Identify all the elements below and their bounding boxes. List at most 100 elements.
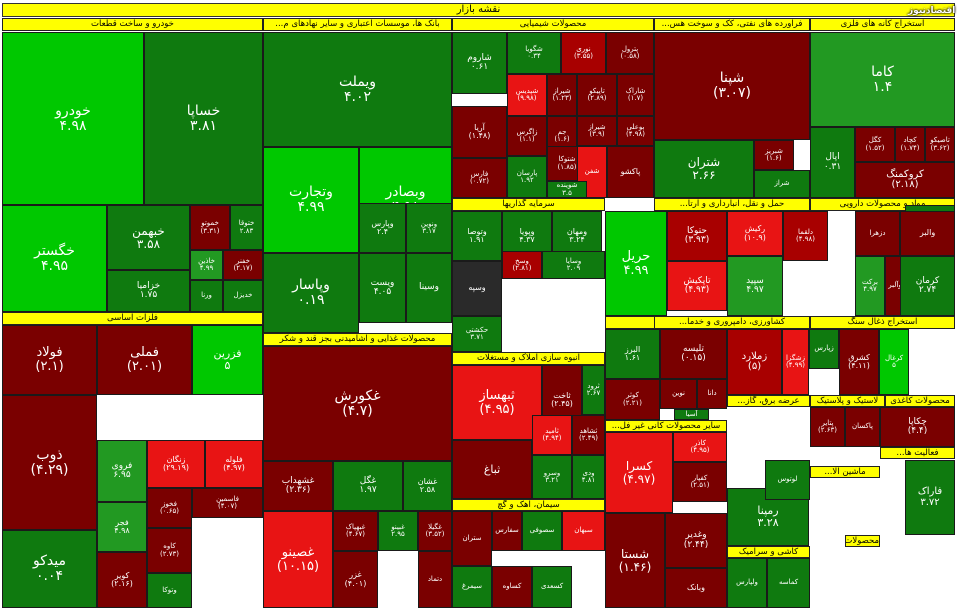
stock-tile[interactable]: خاذین ۴.۹۹ <box>190 250 223 280</box>
stock-tile[interactable]: کرغال ۵ <box>879 329 909 395</box>
stock-tile[interactable]: کگل (۱.۵۲) <box>855 127 895 162</box>
stock-tile[interactable]: نوری (۳.۵۵) <box>561 32 606 74</box>
stock-tile[interactable]: شوینده ۳.۵ <box>547 181 587 198</box>
stock-tile[interactable]: خودرو ۴.۹۸ <box>2 32 144 205</box>
stock-tile[interactable]: لوتوس <box>765 460 810 500</box>
stock-tile[interactable]: ذوب (۴.۲۹) <box>2 395 97 530</box>
stock-tile[interactable]: ودی ۴.۸۱ <box>572 455 605 499</box>
stock-tile[interactable]: وبانک <box>665 568 727 608</box>
stock-tile[interactable]: دانا <box>697 379 727 409</box>
stock-tile[interactable]: خموتو (۳.۳۱) <box>190 205 230 250</box>
stock-tile[interactable]: ختوقا ۲.۸۳ <box>230 205 263 250</box>
stock-tile[interactable]: غصینو (۱۰.۱۵) <box>263 511 333 608</box>
stock-tile[interactable]: تاپکیش (۴.۹۳) <box>667 261 727 311</box>
stock-tile[interactable]: کاذر (۴.۹۵) <box>673 432 727 462</box>
stock-tile[interactable]: خساپا ۳.۸۱ <box>144 32 263 205</box>
stock-tile[interactable]: کوثر (۲.۲۱) <box>605 379 660 420</box>
stock-tile[interactable]: فخوز (۰.۶۵) <box>147 488 192 528</box>
stock-tile[interactable]: خفنر (۲.۱۷) <box>223 250 263 280</box>
sector-header[interactable]: سایر محصولات کانی غیر فل... <box>605 420 727 432</box>
stock-tile[interactable]: کچاد (۱.۷۴) <box>895 127 925 162</box>
stock-tile[interactable]: کاما ۱.۴ <box>810 32 955 127</box>
sector-header[interactable]: محصولات... <box>845 535 880 547</box>
stock-tile[interactable]: شتران ۲.۶۶ <box>654 140 754 198</box>
stock-tile[interactable]: فاسمین (۴.۰۷) <box>192 488 263 518</box>
sector-header[interactable]: محصولات غذایی و آشامیدنی بجز قند و شکر <box>263 333 452 346</box>
stock-tile[interactable]: شپنا (۳.۰۷) <box>654 32 810 140</box>
sector-header[interactable]: فلزات اساسی <box>2 312 263 325</box>
stock-tile[interactable]: رکیش (۱۰.۹) <box>727 211 783 256</box>
stock-tile[interactable]: پارسان ۱.۹۲ <box>507 156 547 198</box>
stock-tile[interactable]: فروی ۶.۹۵ <box>97 440 147 502</box>
stock-tile[interactable]: وسایا ۲.۰۹ <box>542 251 605 279</box>
stock-tile[interactable]: غشان ۲.۵۸ <box>403 461 452 511</box>
sector-header[interactable]: کشاورزی، دامپروری و خدما... <box>654 316 810 329</box>
stock-tile[interactable]: ثامید (۴.۹۴) <box>532 415 572 455</box>
sector-header[interactable]: انبوه سازی املاک و مستغلات <box>452 352 605 365</box>
stock-tile[interactable]: شیراز (۳.۹) <box>577 116 617 146</box>
stock-tile[interactable]: فولاد (۲.۱) <box>2 325 97 395</box>
stock-tile[interactable]: نوین <box>660 379 697 409</box>
stock-tile[interactable]: ونوین ۳.۱۷ <box>406 203 452 253</box>
stock-tile[interactable]: دزهرا <box>855 211 900 256</box>
stock-tile[interactable]: شگویا ۰.۳۴ <box>507 32 561 74</box>
stock-tile[interactable]: غزر (۴.۰۱) <box>333 551 378 608</box>
sector-header[interactable]: عرضه برق، گاز... <box>727 395 810 407</box>
stock-tile[interactable]: فزرین ۵ <box>192 325 263 395</box>
stock-tile[interactable]: غبهپاک (۴.۶۷) <box>333 511 378 551</box>
sector-header[interactable]: بانک ها، موسسات اعتباری و سایر نهادهای م… <box>263 18 452 31</box>
stock-tile[interactable]: حتوکا (۳.۹۳) <box>667 211 727 261</box>
stock-tile[interactable]: برکت ۴.۹۷ <box>855 256 885 316</box>
stock-tile[interactable]: خدیزل <box>223 280 263 312</box>
stock-tile[interactable]: ویملت ۴.۰۲ <box>263 32 452 147</box>
stock-tile[interactable]: زپارس <box>809 329 839 369</box>
stock-tile[interactable]: ثشاهد (۲.۴۹) <box>572 415 605 455</box>
stock-tile[interactable]: اپال ۰.۳۱ <box>810 127 855 198</box>
stock-tile[interactable]: حریل ۴.۹۹ <box>605 211 667 316</box>
stock-tile[interactable]: زاگرس (۱.۱) <box>507 116 547 156</box>
sector-header[interactable]: خودرو و ساخت قطعات <box>2 18 263 31</box>
stock-tile[interactable]: ثباغ <box>452 440 532 499</box>
stock-tile[interactable]: بوعلی (۴.۹۸) <box>617 116 654 146</box>
stock-tile[interactable]: ورنا <box>190 280 223 312</box>
stock-tile[interactable]: پترول (۰.۵۸) <box>606 32 654 74</box>
sector-header[interactable]: ماشین آلا... <box>810 466 880 478</box>
stock-tile[interactable]: ولپارس <box>727 558 767 608</box>
stock-tile[interactable]: غشهداب (۲.۳۶) <box>263 461 333 511</box>
stock-tile[interactable]: وسخ (۲.۸۱) <box>502 251 542 279</box>
stock-tile[interactable]: کروکمنگ (۲.۱۸) <box>855 162 955 198</box>
stock-tile[interactable]: وتوکا <box>147 573 192 608</box>
stock-tile[interactable]: شراز <box>754 170 810 198</box>
stock-tile[interactable]: کرمان ۲.۷۴ <box>900 256 955 316</box>
sector-header[interactable]: فرآورده های نفتی، کک و سوخت هس... <box>654 18 810 31</box>
stock-tile[interactable]: پاکشو <box>607 146 654 198</box>
stock-tile[interactable]: سصوفی <box>522 511 562 551</box>
stock-tile[interactable]: فلوله (۴.۹۷) <box>205 440 263 488</box>
stock-tile[interactable]: وتوصا ۱.۹۱ <box>452 211 502 261</box>
sector-header[interactable]: حمل و نقل، انبارداری و ارتا... <box>654 198 810 211</box>
stock-tile[interactable]: پاکسان <box>845 407 880 447</box>
stock-tile[interactable]: ثرود ۲.۶۷ <box>582 365 605 415</box>
sector-header[interactable]: کاشی و سرامیک <box>727 546 810 558</box>
stock-tile[interactable]: زنگان (۲۹.۱۹) <box>147 440 205 488</box>
stock-tile[interactable]: سفارس <box>492 511 522 551</box>
stock-tile[interactable]: کویر (۲.۱۶) <box>97 552 147 608</box>
stock-tile[interactable]: ثبهساز (۴.۹۵) <box>452 365 542 440</box>
stock-tile[interactable]: دتماد <box>418 551 452 608</box>
stock-tile[interactable]: فارس (۰.۷۲) <box>452 158 507 198</box>
stock-tile[interactable]: شپدیس (۹.۹۸) <box>507 74 547 116</box>
stock-tile[interactable]: کاوه (۲.۷۳) <box>147 528 192 573</box>
stock-tile[interactable]: زشگزا (۴.۹۹) <box>782 329 809 395</box>
stock-tile[interactable]: غگیلا (۳.۵۲) <box>418 511 452 551</box>
stock-tile[interactable]: تاپیکو (۲.۸۹) <box>577 74 617 116</box>
stock-tile[interactable]: کساوه <box>492 566 532 608</box>
stock-tile[interactable]: شستا (۱.۴۶) <box>605 513 665 608</box>
stock-tile[interactable]: حکشتی ۳.۷۱ <box>452 316 502 352</box>
sector-header[interactable]: سیمان، آهک و گچ <box>452 499 605 511</box>
stock-tile[interactable]: وتجارت ۴.۹۹ <box>263 147 359 253</box>
stock-tile[interactable]: وپاسار ۰.۱۹ <box>263 253 359 333</box>
stock-tile[interactable]: آسیا <box>674 409 709 420</box>
stock-tile[interactable]: دلقما (۴.۹۸) <box>783 211 828 261</box>
stock-tile[interactable]: کسرا (۴.۹۷) <box>605 432 673 513</box>
stock-tile[interactable]: سبهان <box>562 511 605 551</box>
